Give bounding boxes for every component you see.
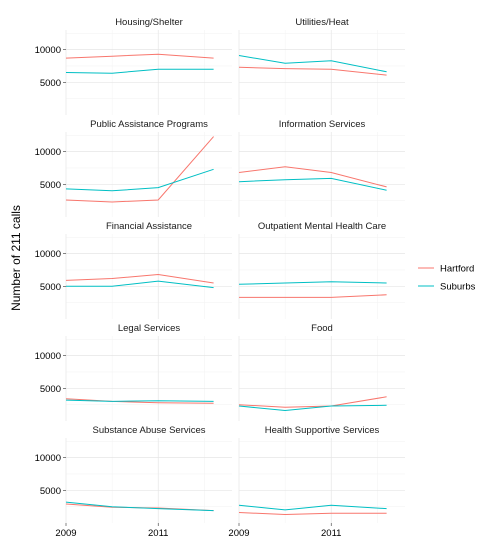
panel-information-services: Information Services	[239, 115, 405, 217]
facet-title: Financial Assistance	[106, 221, 192, 232]
facet-title: Utilities/Heat	[295, 17, 349, 28]
panel-substance-abuse-services: Substance Abuse Services	[66, 421, 232, 523]
legend-label: Suburbs	[440, 282, 476, 293]
plot-background	[239, 234, 405, 319]
plot-background	[239, 438, 405, 523]
x-tick-label: 2011	[321, 528, 341, 539]
x-tick-label: 2011	[148, 528, 168, 539]
facet-panels: Housing/Shelter Utilities/Heat Public Assi…	[66, 13, 405, 523]
y-tick-label: 5000	[40, 282, 61, 293]
panel-food: Food	[239, 319, 405, 421]
facet-title: Legal Services	[118, 323, 181, 334]
facet-title: Health Supportive Services	[265, 425, 380, 436]
panel-outpatient-mental-health-care: Outpatient Mental Health Care	[239, 217, 405, 319]
facet-title: Substance Abuse Services	[92, 425, 205, 436]
panel-health-supportive-services: Health Supportive Services	[239, 421, 405, 523]
facet-title: Food	[311, 323, 333, 334]
facet-title: Information Services	[279, 119, 366, 130]
y-tick-label: 10000	[35, 249, 61, 260]
facet-title: Outpatient Mental Health Care	[258, 221, 386, 232]
x-tick-label: 2009	[228, 528, 249, 539]
plot-background	[66, 336, 232, 421]
y-tick-label: 10000	[35, 45, 61, 56]
x-tick-label: 2009	[55, 528, 76, 539]
y-tick-label: 10000	[35, 147, 61, 158]
facet-title: Public Assistance Programs	[90, 119, 208, 130]
plot-background	[239, 30, 405, 115]
legend-item-hartford: Hartford	[418, 264, 474, 275]
panel-utilities-heat: Utilities/Heat	[239, 13, 405, 115]
legend-item-suburbs: Suburbs	[418, 282, 476, 293]
y-tick-label: 5000	[40, 384, 61, 395]
y-tick-label: 10000	[35, 351, 61, 362]
y-tick-label: 5000	[40, 486, 61, 497]
y-tick-label: 5000	[40, 180, 61, 191]
y-tick-label: 5000	[40, 78, 61, 89]
panel-public-assistance-programs: Public Assistance Programs	[66, 115, 232, 217]
legend-label: Hartford	[440, 264, 474, 275]
legend: Hartford Suburbs	[418, 264, 476, 293]
facet-title: Housing/Shelter	[115, 17, 183, 28]
panel-legal-services: Legal Services	[66, 319, 232, 421]
y-axis-title: Number of 211 calls	[9, 205, 23, 311]
panel-financial-assistance: Financial Assistance	[66, 217, 232, 319]
panel-housing-shelter: Housing/Shelter	[66, 13, 232, 115]
plot-background	[239, 132, 405, 217]
plot-background	[66, 234, 232, 319]
y-tick-label: 10000	[35, 453, 61, 464]
